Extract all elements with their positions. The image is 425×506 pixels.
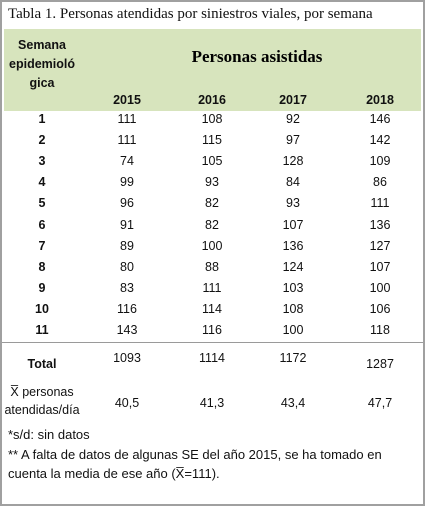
cell: 88	[205, 259, 219, 274]
week-number: 2	[38, 133, 46, 148]
cell: 127	[369, 238, 391, 253]
mean-value: 41,3	[199, 396, 225, 410]
cell: 136	[369, 217, 391, 232]
cell: 99	[120, 175, 134, 190]
cell: 111	[202, 280, 222, 295]
cell: 136	[282, 238, 304, 253]
week-number: 5	[38, 196, 46, 211]
separator	[2, 342, 423, 343]
cell: 142	[369, 133, 391, 148]
cell: 118	[370, 323, 390, 337]
cell: 108	[282, 301, 304, 316]
cell: 107	[282, 217, 304, 232]
year-header: 2016	[198, 93, 226, 107]
mean-label: atendidas/día	[4, 403, 80, 417]
cell: 111	[117, 112, 137, 126]
total-value: 1093	[113, 351, 141, 365]
week-number: 9	[38, 280, 46, 295]
week-number: 3	[38, 154, 46, 169]
cell: 82	[205, 196, 219, 211]
year-header: 2017	[279, 93, 307, 107]
total-label: Total	[27, 357, 57, 371]
total-value: 1287	[366, 357, 394, 371]
cell: 100	[201, 238, 223, 253]
cell: 109	[369, 154, 391, 169]
group-header: Personas asistidas	[191, 47, 323, 66]
cell: 114	[202, 301, 222, 316]
cell: 82	[205, 217, 219, 232]
week-number: 11	[35, 323, 49, 337]
cell: 89	[120, 238, 134, 253]
cell: 116	[117, 301, 137, 316]
cell: 100	[282, 323, 304, 337]
mean-value: 40,5	[114, 396, 140, 410]
table-title: Tabla 1. Personas atendidas por siniestr…	[8, 6, 373, 22]
week-number: 6	[38, 217, 46, 232]
cell: 111	[370, 196, 390, 211]
cell: 146	[369, 112, 391, 126]
cell: 124	[282, 259, 304, 274]
cell: 97	[286, 133, 300, 148]
mean-value: 47,7	[367, 396, 393, 410]
header-background	[4, 29, 421, 111]
cell: 128	[282, 154, 304, 169]
week-number: 7	[38, 238, 46, 253]
cell: 143	[116, 323, 138, 337]
cell: 100	[369, 280, 391, 295]
cell: 115	[202, 133, 222, 148]
total-value: 1172	[279, 351, 307, 365]
week-header: epidemioló	[9, 57, 75, 71]
cell: 96	[120, 196, 134, 211]
mean-label: X̅ personas	[10, 385, 74, 399]
cell: 103	[282, 280, 304, 295]
total-value: 1114	[199, 351, 225, 365]
year-header: 2015	[113, 93, 141, 107]
week-number: 10	[35, 301, 49, 316]
week-header: gica	[29, 76, 55, 90]
week-number: 4	[38, 175, 46, 190]
cell: 108	[201, 112, 223, 126]
cell: 84	[286, 175, 300, 190]
cell: 111	[117, 133, 137, 148]
footnote: ** A falta de datos de algunas SE del añ…	[8, 447, 382, 481]
footnote: *s/d: sin datos	[8, 427, 90, 442]
cell: 93	[205, 175, 219, 190]
cell: 107	[369, 259, 391, 274]
cell: 105	[201, 154, 223, 169]
year-header: 2018	[366, 93, 394, 107]
cell: 106	[369, 301, 391, 316]
cell: 93	[286, 196, 300, 211]
cell: 86	[373, 175, 387, 190]
cell: 74	[120, 154, 134, 169]
cell: 92	[286, 112, 300, 126]
week-number: 1	[38, 112, 46, 126]
week-header: Semana	[18, 38, 66, 52]
cell: 83	[120, 280, 134, 295]
cell: 80	[120, 259, 134, 274]
cell: 91	[120, 217, 134, 232]
week-number: 8	[38, 259, 46, 274]
mean-value: 43,4	[280, 396, 306, 410]
cell: 116	[202, 323, 222, 337]
